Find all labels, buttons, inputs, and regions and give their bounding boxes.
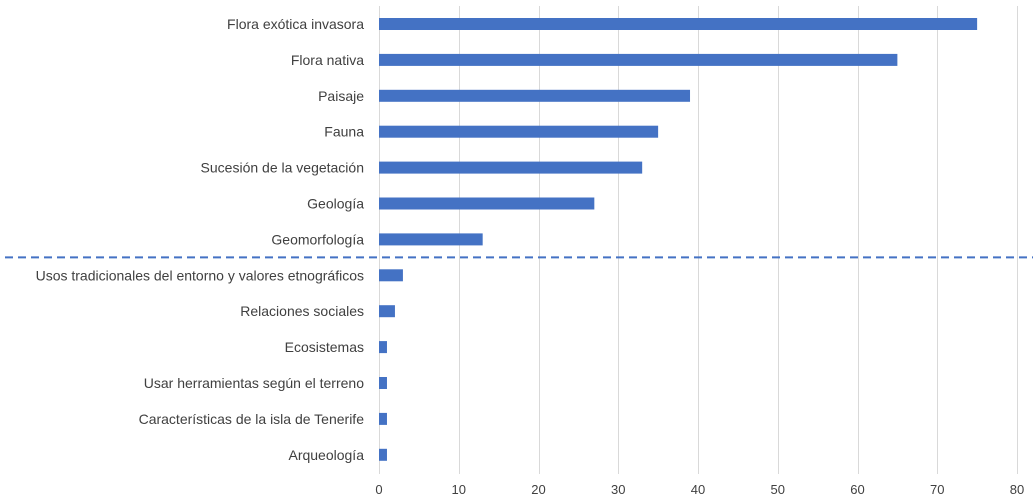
category-label: Geomorfología bbox=[271, 231, 364, 247]
category-label: Relaciones sociales bbox=[240, 303, 364, 319]
x-tick-label: 40 bbox=[691, 482, 705, 497]
x-tick-label: 50 bbox=[771, 482, 785, 497]
bars bbox=[379, 18, 978, 461]
bar bbox=[379, 18, 978, 30]
bar bbox=[379, 197, 595, 210]
bar bbox=[379, 233, 483, 246]
category-label: Paisaje bbox=[318, 88, 364, 104]
category-label: Ecosistemas bbox=[285, 339, 364, 355]
x-tick-label: 10 bbox=[452, 482, 466, 497]
category-label: Geología bbox=[307, 196, 364, 212]
x-tick-label: 30 bbox=[611, 482, 625, 497]
bar bbox=[379, 161, 643, 174]
bar bbox=[379, 412, 387, 425]
bar bbox=[379, 89, 691, 102]
category-label: Flora nativa bbox=[291, 52, 364, 68]
bar bbox=[379, 125, 659, 138]
category-label: Arqueología bbox=[288, 447, 364, 463]
x-tick-label: 20 bbox=[531, 482, 545, 497]
x-tick-label: 70 bbox=[930, 482, 944, 497]
x-tick-label: 0 bbox=[375, 482, 382, 497]
x-axis-tick-labels: 0 10 20 30 40 50 60 70 80 bbox=[375, 482, 1024, 497]
category-label: Usos tradicionales del entorno y valores… bbox=[36, 267, 364, 283]
gridlines bbox=[379, 6, 1018, 474]
category-label: Flora exótica invasora bbox=[227, 16, 364, 32]
category-label: Fauna bbox=[324, 124, 364, 140]
category-label: Características de la isla de Tenerife bbox=[139, 411, 365, 427]
category-label: Sucesión de la vegetación bbox=[201, 160, 364, 176]
category-labels: Flora exótica invasora Flora nativa Paisaj… bbox=[36, 16, 365, 463]
x-tick-label: 60 bbox=[850, 482, 864, 497]
category-label: Usar herramientas según el terreno bbox=[144, 375, 364, 391]
bar bbox=[379, 448, 387, 461]
bar bbox=[379, 341, 387, 354]
x-tick-label: 80 bbox=[1010, 482, 1024, 497]
bar bbox=[379, 53, 898, 66]
bar bbox=[379, 269, 403, 282]
bar bbox=[379, 305, 395, 318]
bar bbox=[379, 377, 387, 389]
